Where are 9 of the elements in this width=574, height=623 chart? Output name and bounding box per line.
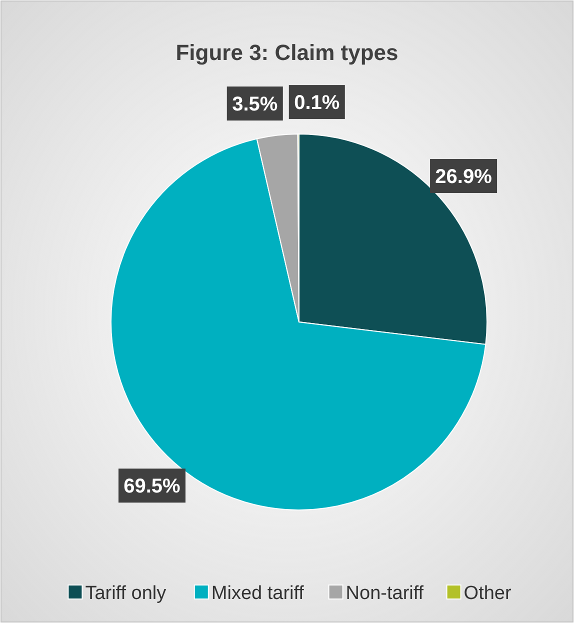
- legend-label: Tariff only: [85, 583, 167, 604]
- legend-label: Non-tariff: [346, 583, 424, 604]
- chart-title: Figure 3: Claim types: [176, 40, 398, 65]
- data-label: 26.9%: [435, 166, 492, 188]
- data-label: 3.5%: [232, 94, 278, 116]
- legend-label: Mixed tariff: [211, 583, 305, 604]
- data-label: 69.5%: [124, 476, 181, 498]
- data-label: 0.1%: [294, 92, 340, 114]
- legend-label: Other: [464, 583, 512, 604]
